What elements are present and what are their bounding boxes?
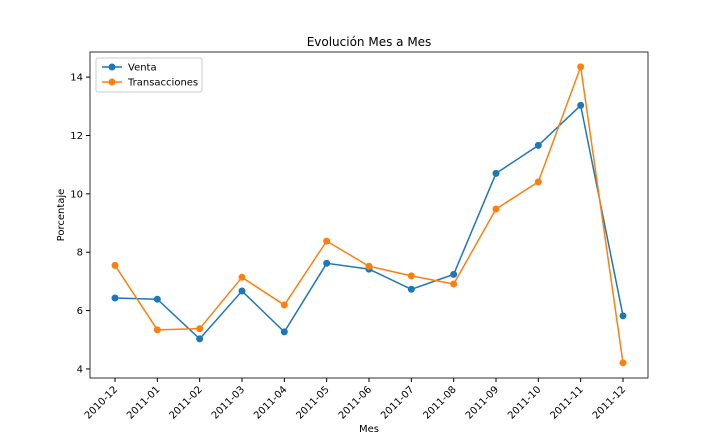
legend-label: Venta	[128, 63, 157, 74]
x-tick-label: 2011-05	[294, 384, 331, 421]
series-line	[114, 103, 624, 340]
data-point	[450, 280, 458, 288]
data-point	[153, 326, 161, 334]
data-point	[407, 272, 415, 280]
x-tick-label: 2011-06	[337, 384, 374, 421]
y-tick-label: 6	[77, 306, 83, 317]
x-tick-label: 2011-08	[421, 384, 458, 421]
data-point	[280, 328, 288, 336]
data-point	[619, 312, 627, 320]
y-tick-label: 12	[70, 131, 83, 142]
data-point	[323, 259, 331, 267]
series-line	[114, 66, 624, 363]
x-tick-label: 2011-03	[210, 384, 247, 421]
y-tick-label: 14	[70, 73, 83, 84]
x-tick-label: 2011-01	[125, 384, 162, 421]
legend-marker	[108, 63, 116, 71]
data-point	[407, 285, 415, 293]
data-point	[534, 178, 542, 186]
x-tick-label: 2011-02	[167, 384, 204, 421]
x-tick-label: 2011-04	[252, 384, 289, 421]
data-point	[196, 325, 204, 333]
data-point	[450, 270, 458, 278]
x-axis-label: Mes	[359, 424, 379, 432]
data-point	[577, 101, 585, 109]
legend-box	[95, 57, 203, 93]
data-point	[153, 295, 161, 303]
data-point	[111, 261, 119, 269]
chart-title: Evolución Mes a Mes	[307, 35, 432, 49]
y-tick-label: 8	[77, 248, 83, 259]
data-point	[323, 237, 331, 245]
x-tick-label: 2011-10	[506, 384, 543, 421]
data-point	[492, 169, 500, 177]
y-tick-label: 10	[70, 189, 83, 200]
legend-label: Transacciones	[127, 78, 198, 89]
data-point	[196, 335, 204, 343]
data-point	[280, 301, 288, 309]
data-point	[365, 262, 373, 270]
data-point	[111, 294, 119, 302]
data-point	[577, 63, 585, 71]
data-point	[238, 287, 246, 295]
data-point	[619, 359, 627, 367]
data-point	[534, 141, 542, 149]
x-tick-label: 2011-12	[591, 384, 628, 421]
x-tick-label: 2011-11	[548, 384, 585, 421]
y-tick-label: 4	[77, 364, 83, 375]
x-tick-label: 2011-07	[379, 384, 416, 421]
data-point	[492, 205, 500, 213]
legend-marker	[108, 78, 116, 86]
x-tick-label: 2011-09	[464, 384, 501, 421]
y-axis-label: Porcentaje	[56, 189, 67, 242]
x-tick-label: 2010-12	[83, 384, 120, 421]
data-point	[238, 273, 246, 281]
